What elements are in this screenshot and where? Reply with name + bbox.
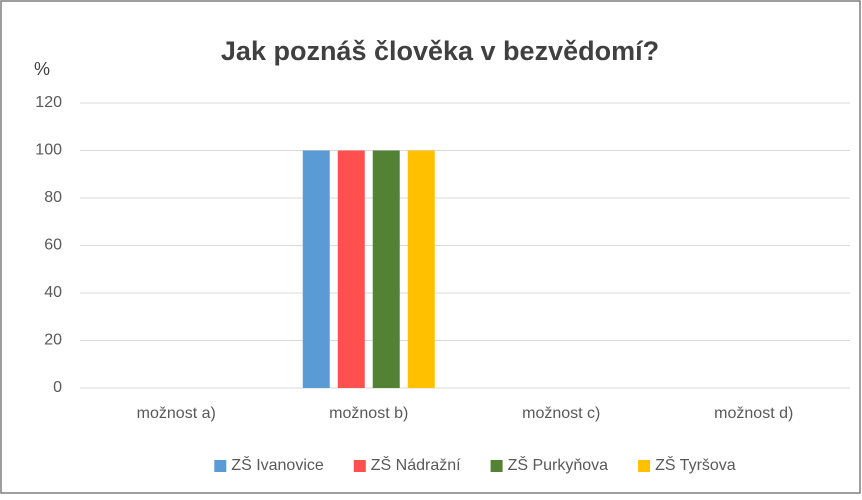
bar: [337, 150, 365, 388]
y-axis-label: %: [34, 59, 50, 79]
legend-label: ZŠ Nádražní: [371, 455, 461, 474]
legend-swatch: [214, 460, 227, 472]
y-tick-label: 0: [53, 379, 62, 396]
legend-label: ZŠ Tyršova: [655, 455, 736, 474]
legend-swatch: [490, 460, 503, 472]
legend-label: ZŠ Ivanovice: [231, 455, 324, 474]
bar: [407, 150, 435, 388]
x-tick-label: možnost d): [714, 405, 793, 422]
y-tick-label: 80: [44, 189, 62, 206]
legend-label: ZŠ Purkyňova: [508, 455, 609, 474]
legend-swatch: [353, 460, 366, 472]
y-tick-label: 40: [44, 284, 62, 301]
x-tick-label: možnost a): [137, 405, 216, 422]
legend-swatch: [638, 460, 651, 472]
bar: [302, 150, 330, 388]
chart-title: Jak poznáš člověka v bezvědomí?: [221, 36, 659, 66]
y-tick-label: 20: [44, 332, 62, 349]
x-tick-label: možnost c): [522, 405, 600, 422]
y-tick-label: 60: [44, 237, 62, 254]
y-tick-label: 120: [35, 94, 62, 111]
bar: [372, 150, 400, 388]
x-tick-label: možnost b): [329, 405, 408, 422]
y-tick-label: 100: [35, 142, 62, 159]
